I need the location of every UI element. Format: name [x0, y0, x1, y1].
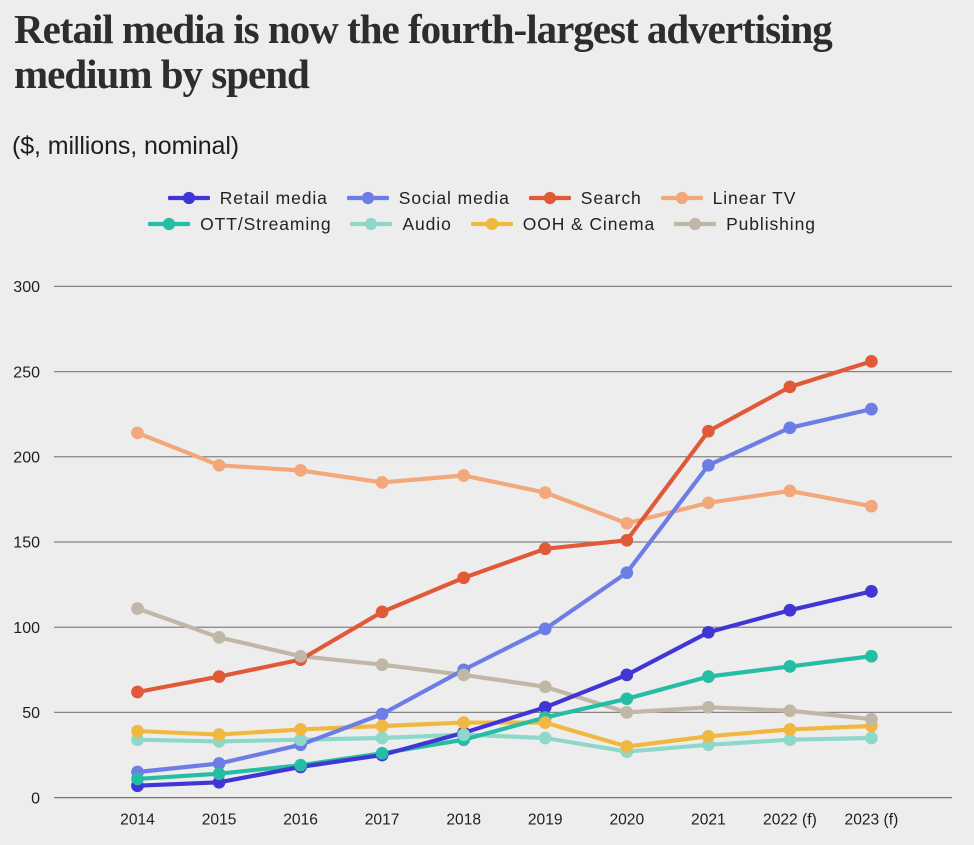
svg-text:2020: 2020 — [609, 812, 644, 829]
svg-text:2018: 2018 — [446, 812, 481, 829]
svg-text:2019: 2019 — [528, 812, 563, 829]
svg-text:100: 100 — [13, 620, 40, 637]
svg-text:50: 50 — [22, 705, 40, 722]
svg-text:2014: 2014 — [120, 812, 155, 829]
svg-text:2017: 2017 — [365, 812, 400, 829]
svg-text:2021: 2021 — [691, 812, 726, 829]
svg-text:200: 200 — [13, 450, 40, 467]
svg-text:250: 250 — [13, 364, 40, 381]
svg-text:300: 300 — [13, 279, 40, 296]
svg-text:2016: 2016 — [283, 812, 318, 829]
svg-text:2015: 2015 — [202, 812, 237, 829]
svg-text:2023 (f): 2023 (f) — [845, 812, 899, 829]
svg-text:2022 (f): 2022 (f) — [763, 812, 817, 829]
svg-text:0: 0 — [31, 790, 40, 807]
svg-text:150: 150 — [13, 535, 40, 552]
